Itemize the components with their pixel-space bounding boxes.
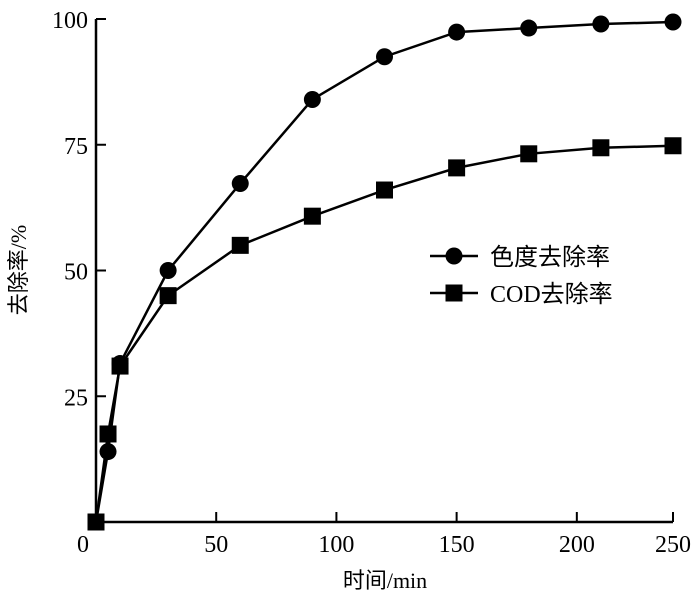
series-line xyxy=(94,20,674,523)
y-tick-label: 75 xyxy=(64,134,88,160)
circle-marker xyxy=(376,48,393,66)
legend-item: COD去除率 xyxy=(430,281,613,308)
series-group xyxy=(87,13,682,531)
square-marker xyxy=(231,236,249,254)
series-cod-removal xyxy=(87,137,682,531)
circle-marker xyxy=(99,443,117,461)
x-tick-label: 50 xyxy=(204,532,228,558)
square-marker xyxy=(376,181,393,199)
circle-marker xyxy=(520,19,538,37)
square-marker xyxy=(111,357,129,375)
circle-marker xyxy=(664,13,682,31)
series-line xyxy=(94,144,674,523)
legend-item: 色度去除率 xyxy=(430,244,610,271)
x-tick-label: 250 xyxy=(655,532,691,558)
legend: 色度去除率 COD去除率 xyxy=(430,244,613,308)
x-tick-label: 100 xyxy=(318,532,354,558)
series-color-removal xyxy=(87,13,682,531)
x-tick-label: 150 xyxy=(439,532,475,558)
circle-marker xyxy=(231,174,249,192)
square-marker xyxy=(592,139,610,157)
circle-marker xyxy=(303,90,321,108)
square-marker xyxy=(87,513,105,531)
square-marker xyxy=(99,425,117,443)
y-tick-label: 50 xyxy=(64,260,88,286)
x-tick-label: 200 xyxy=(559,532,595,558)
square-marker xyxy=(448,159,466,177)
circle-marker xyxy=(592,15,610,33)
square-marker xyxy=(664,137,682,155)
y-tick-label: 25 xyxy=(64,385,88,411)
x-tick-label: 0 xyxy=(77,532,89,558)
y-axis-label: 去除率/% xyxy=(6,225,31,315)
square-marker xyxy=(303,207,321,225)
square-marker xyxy=(445,284,463,302)
y-tick-label: 100 xyxy=(52,8,88,34)
circle-marker xyxy=(445,247,463,265)
legend-label: 色度去除率 xyxy=(490,244,610,271)
circle-marker xyxy=(448,23,466,41)
square-marker xyxy=(159,287,177,305)
axes: 0 50 100 150 200 250 25 50 75 100 xyxy=(52,8,691,558)
legend-label: COD去除率 xyxy=(490,281,613,308)
x-axis-label: 时间/min xyxy=(343,568,427,593)
square-marker xyxy=(520,145,538,163)
circle-marker xyxy=(159,262,177,279)
